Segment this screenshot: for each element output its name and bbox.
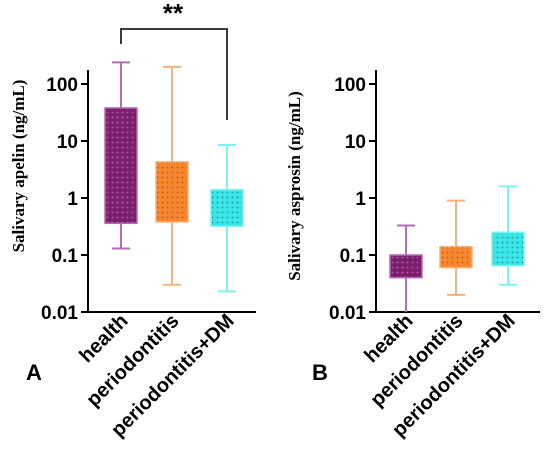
box-body [104,107,138,225]
panel-a-axes [87,70,256,313]
box-periodontitis [155,65,189,286]
box-body [439,245,473,269]
panel-b-y-ticks: 100 10 1 0.1 0.01 [329,75,376,324]
y-tick-label: 100 [46,75,78,96]
panel-a-y-ticks: 100 10 1 0.1 0.01 [41,75,88,324]
box-body [491,231,525,267]
category-label: periodontitis [82,310,183,411]
panel-b-boxes [389,185,525,312]
box-health [389,224,423,312]
y-tick-label: 0.01 [41,303,78,324]
y-tick-label: 1 [355,189,366,210]
box-periodontitis-plus-DM [491,185,525,286]
box-body [155,161,189,223]
panel-a-label: A [26,360,42,385]
panel-b-axes [375,70,540,313]
box-body [389,254,423,279]
box-periodontitis [439,199,473,296]
box-periodontitis-plus-DM [210,144,244,293]
panel-a-significance: ** [120,0,228,120]
box-body [210,188,244,227]
y-tick-label: 0.01 [329,303,366,324]
y-tick-label: 1 [67,189,78,210]
y-tick-label: 0.1 [52,246,79,267]
panel-b-ylabel: Salivary asprosin (ng/mL) [285,91,304,281]
y-tick-label: 10 [345,132,366,153]
y-tick-label: 10 [57,132,78,153]
y-tick-label: 0.1 [340,246,367,267]
panel-a-ylabel: Salivary apelin (ng/mL) [9,80,28,253]
box-health [104,61,138,250]
y-tick-label: 100 [334,75,366,96]
significance-bracket [120,28,228,120]
panel-a-boxes [104,61,244,293]
panel-a-chart: Salivary apelin (ng/mL) 100 10 1 0.1 0.01 **… [9,0,256,441]
panel-b-label: B [312,360,328,385]
panel-b-chart: Salivary asprosin (ng/mL) 1001010.10.01 … [285,70,540,441]
significance-label: ** [163,0,184,28]
